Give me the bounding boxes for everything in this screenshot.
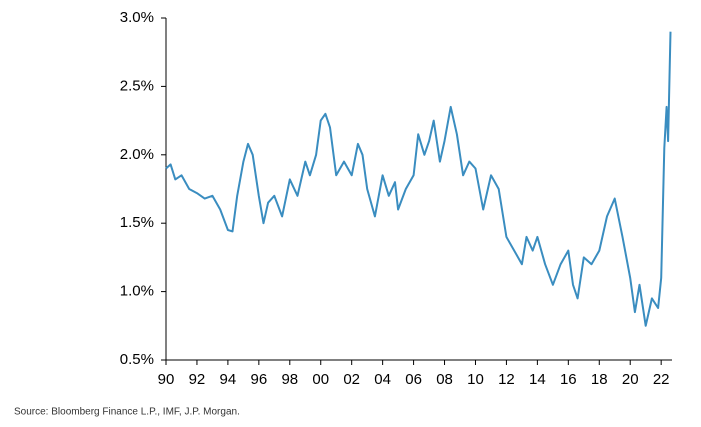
x-tick-label: 14: [529, 371, 546, 388]
x-tick-label: 16: [560, 371, 577, 388]
source-note: Source: Bloomberg Finance L.P., IMF, J.P…: [14, 407, 240, 418]
x-tick-label: 18: [591, 371, 608, 388]
x-tick-label: 90: [158, 371, 175, 388]
x-tick-label: 02: [343, 371, 360, 388]
x-tick-label: 98: [281, 371, 298, 388]
data-line: [165, 31, 672, 327]
y-tick-label: 1.5%: [120, 214, 154, 231]
y-tick-label: 2.0%: [120, 146, 154, 163]
x-tick-label: 00: [312, 371, 329, 388]
x-tick-label: 12: [498, 371, 515, 388]
x-tick-label: 10: [467, 371, 484, 388]
x-tick-label: 92: [189, 371, 206, 388]
x-tick-label: 96: [251, 371, 268, 388]
y-tick-label: 2.5%: [120, 77, 154, 94]
x-tick-label: 08: [436, 371, 453, 388]
x-tick-label: 94: [220, 371, 237, 388]
x-tick-label: 04: [374, 371, 391, 388]
x-tick-label: 20: [622, 371, 639, 388]
x-tick-label: 22: [653, 371, 670, 388]
y-tick-label: 3.0%: [120, 9, 154, 26]
y-tick-label: 0.5%: [120, 351, 154, 368]
x-tick-label: 06: [405, 371, 422, 388]
y-tick-label: 1.0%: [120, 283, 154, 300]
